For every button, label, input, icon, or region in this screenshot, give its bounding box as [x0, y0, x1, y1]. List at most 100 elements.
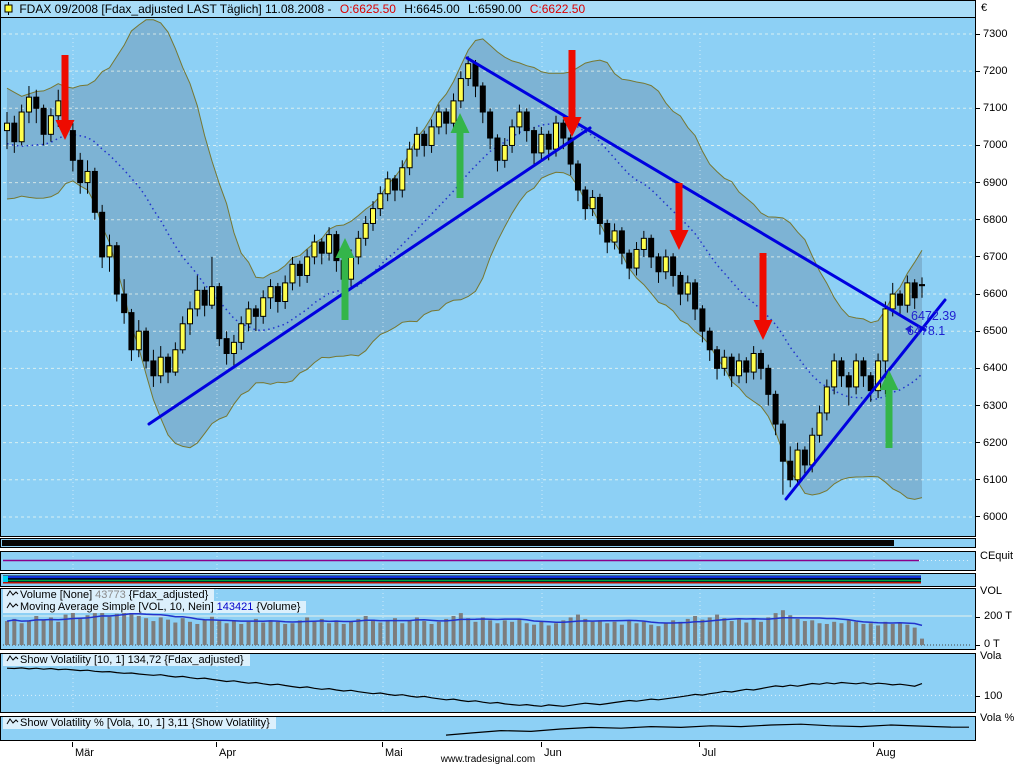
axis-tick-label: 7100: [983, 102, 1008, 115]
candle-body: [772, 393, 779, 425]
panel-axis-label: Vola %: [980, 712, 1015, 724]
candle-body: [714, 349, 721, 369]
volume-bar: [641, 621, 646, 645]
volume-bar: [737, 619, 741, 645]
candle-body: [640, 237, 647, 250]
indicator-name: Volume [None]: [20, 589, 93, 601]
line-chart-icon: [6, 654, 19, 666]
candle-body: [399, 167, 406, 191]
volume-bar: [898, 622, 903, 645]
volume-bar: [334, 620, 339, 645]
candle-body: [721, 356, 728, 369]
candle-body: [633, 248, 640, 269]
candle-body: [311, 241, 318, 258]
volume-bar: [502, 620, 507, 645]
sell-signal-arrow: [753, 253, 773, 340]
volume-bar: [268, 620, 273, 645]
buy-signal-arrow: [335, 238, 355, 320]
candle-body: [11, 122, 18, 143]
volume-bar: [466, 618, 471, 645]
indicator-header-volume-ma[interactable]: Moving Average Simple [VOL, 10, Nein] 143…: [3, 601, 307, 613]
indicator-header-volatility-pct[interactable]: Show Volatility % [Vola, 10, 1] 3,11 {Show…: [3, 717, 276, 729]
candle-body: [457, 78, 464, 102]
volume-bar: [224, 623, 229, 645]
candle-body: [487, 111, 494, 139]
axis-tick-label: 6000: [983, 510, 1008, 523]
volume-bar: [327, 623, 332, 645]
axis-tick: [976, 293, 980, 295]
sell-signal-arrow: [669, 183, 689, 250]
candle-body: [187, 308, 193, 325]
volume-bar: [305, 617, 310, 645]
candle-body: [326, 234, 333, 254]
bollinger-band-fill: [7, 19, 922, 500]
volatility-canvas[interactable]: [1, 654, 975, 712]
axis-tick-label: 6400: [983, 362, 1008, 375]
candle-body: [809, 434, 816, 466]
candle-body: [479, 85, 486, 113]
candle-body: [692, 282, 699, 310]
volume-bar: [195, 623, 200, 645]
compressed-strip-panel[interactable]: [0, 573, 976, 587]
volume-bar: [678, 621, 683, 645]
candle-body: [77, 159, 84, 184]
volume-bar: [290, 623, 295, 645]
chart-titlebar[interactable]: FDAX 09/2008 [Fdax_adjusted LAST Täglich…: [1, 1, 975, 18]
candle-body: [582, 189, 589, 210]
volume-bar: [400, 623, 405, 645]
volume-bar: [722, 618, 727, 645]
candle-body: [853, 360, 860, 388]
volume-bar: [663, 623, 668, 645]
indicator-header-volume[interactable]: Volume [None] 43773 {Fdax_adjusted}: [3, 589, 215, 601]
volume-bar: [458, 613, 463, 645]
candle-body: [428, 126, 435, 146]
candle-body: [421, 133, 428, 146]
volume-bar: [912, 627, 917, 645]
candle-body: [736, 360, 742, 377]
volume-bar: [312, 621, 317, 645]
time-axis-tick: [541, 742, 542, 747]
candle-body: [611, 230, 618, 243]
axis-tick-label: 6500: [983, 325, 1008, 338]
bollinger-lower-band: [6, 171, 923, 500]
candle-body: [18, 111, 25, 143]
volatility-pct-canvas[interactable]: [1, 717, 975, 740]
volume-bar: [319, 618, 324, 645]
candle-body: [355, 237, 362, 258]
candle-body: [574, 163, 581, 191]
volume-bar: [297, 620, 302, 645]
candle-body: [889, 293, 896, 310]
volume-bar: [136, 616, 141, 645]
candle-body: [545, 133, 552, 150]
volume-bar: [832, 621, 837, 645]
volume-bar: [539, 621, 544, 645]
time-axis-label: Jun: [544, 747, 562, 759]
volume-bar: [634, 623, 639, 645]
volatility-panel: Show Volatility [10, 1] 134,72 {Fdax_adjus…: [0, 653, 976, 713]
closed-equity-panel[interactable]: [0, 551, 976, 571]
indicator-source: {Fdax_adjusted}: [164, 654, 244, 666]
volume-bar: [188, 621, 192, 645]
axis-tick: [976, 617, 980, 618]
volume-bar: [920, 638, 924, 645]
volume-bar: [151, 621, 156, 645]
candle-body: [377, 193, 384, 210]
volume-bar: [158, 617, 163, 645]
volume-bar: [883, 621, 888, 645]
volume-bar: [656, 626, 661, 645]
collapsed-panel[interactable]: [0, 538, 976, 548]
candle-body: [655, 256, 662, 273]
volume-bar: [817, 623, 822, 645]
volume-bar: [905, 624, 910, 645]
open-value: O:6625.50: [339, 2, 396, 16]
volume-bar: [568, 617, 573, 645]
indicator-header-volatility[interactable]: Show Volatility [10, 1] 134,72 {Fdax_adjus…: [3, 654, 250, 666]
volume-canvas[interactable]: [1, 589, 975, 649]
volume-bar: [700, 619, 705, 645]
candle-body: [911, 282, 918, 299]
candle-body: [626, 252, 633, 269]
candle-body: [706, 330, 713, 351]
volume-bar: [41, 619, 46, 645]
candle-body: [113, 245, 120, 295]
